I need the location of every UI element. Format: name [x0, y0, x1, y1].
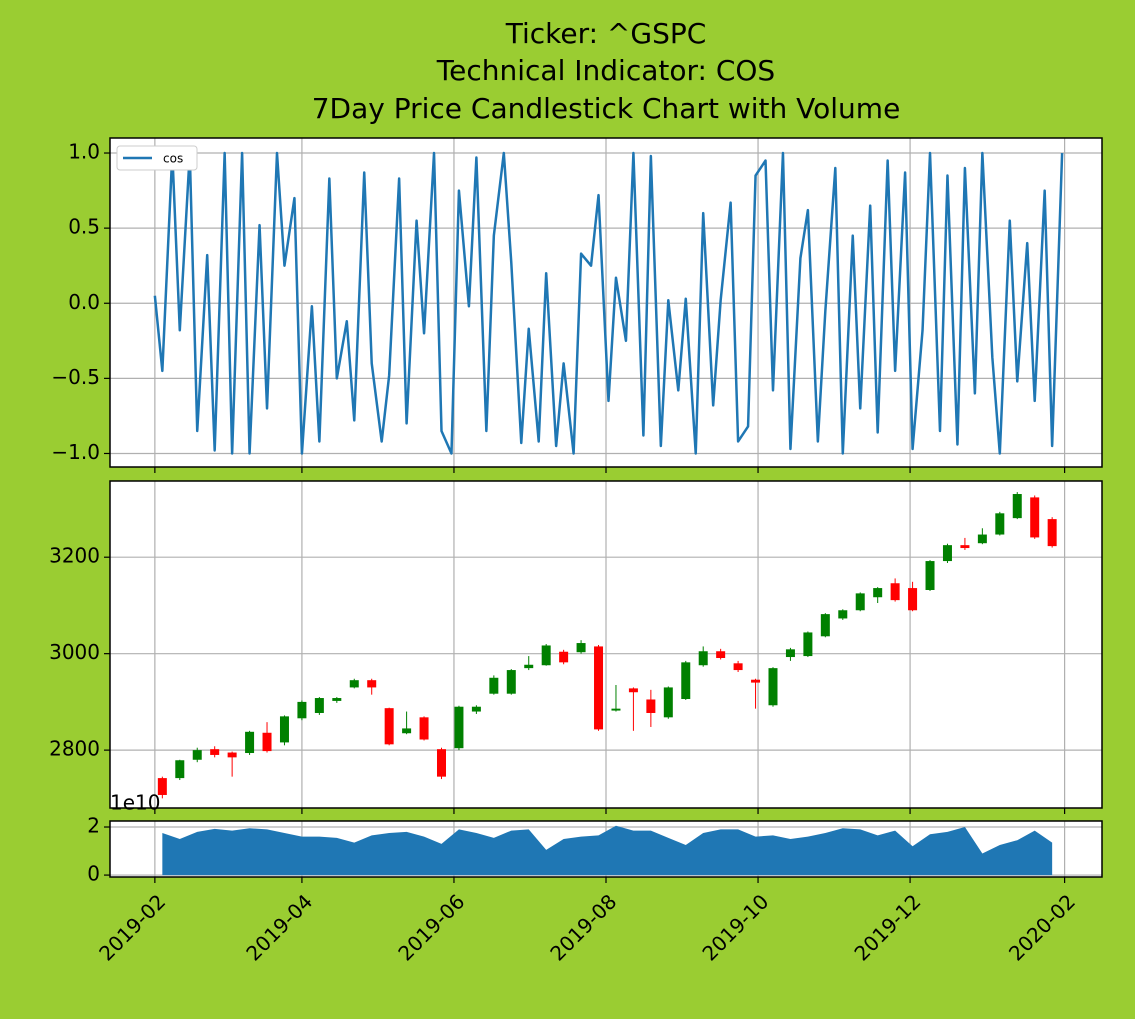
x-tick-label: 2019-02	[94, 889, 170, 965]
candle-body	[663, 687, 673, 718]
candle-body	[454, 706, 464, 749]
candle-body	[838, 610, 848, 619]
x-tick-label: 2020-02	[1004, 889, 1080, 965]
y-tick-label: 0.5	[68, 215, 100, 239]
candle-body	[489, 677, 499, 694]
title-line: Technical Indicator: COS	[436, 54, 775, 87]
candle-body	[402, 728, 412, 734]
axes-frame	[109, 480, 1103, 809]
candle-body	[698, 651, 708, 666]
y-tick-label: −1.0	[51, 440, 100, 464]
y-tick-label: 3200	[49, 544, 100, 568]
y-tick-label: 3000	[49, 640, 100, 664]
y-tick-label: −0.5	[51, 365, 100, 389]
candle-body	[646, 699, 656, 713]
candle-body	[157, 778, 167, 795]
candle-body	[733, 663, 743, 671]
candle-body	[908, 588, 918, 611]
candle-body	[559, 651, 569, 663]
y-tick-label: 0	[87, 862, 100, 886]
candle-body	[594, 646, 604, 730]
candle-body	[628, 688, 638, 693]
axes-frame	[109, 137, 1103, 468]
candle-body	[768, 668, 778, 706]
candle-body	[210, 749, 220, 755]
y-tick-label: 1.0	[68, 140, 100, 164]
candle-body	[349, 680, 359, 688]
candle-body	[297, 701, 307, 719]
candle-body	[942, 545, 952, 562]
candle-body	[751, 679, 761, 683]
cos-line	[153, 151, 1064, 455]
candle-body	[192, 750, 202, 760]
y-tick-label: 2	[87, 814, 100, 838]
candle-body	[977, 534, 987, 544]
candle-body	[175, 760, 185, 779]
candle-body	[227, 752, 237, 758]
candle-body	[384, 708, 394, 745]
candle-body	[681, 662, 691, 699]
candle-body	[785, 649, 795, 658]
candle-body	[890, 583, 900, 601]
candle-body	[506, 670, 516, 694]
title-line: Ticker: ^GSPC	[505, 17, 707, 50]
candle-body	[436, 749, 446, 777]
x-tick-label: 2019-10	[697, 889, 773, 965]
candle-body	[262, 732, 272, 752]
candle-body	[279, 716, 289, 743]
title-line: 7Day Price Candlestick Chart with Volume	[312, 92, 901, 125]
offset-label: 1e10	[110, 791, 160, 815]
candle-body	[803, 632, 813, 657]
candle-body	[1012, 494, 1022, 519]
candle-body	[332, 698, 342, 701]
y-tick-label: 2800	[49, 737, 100, 761]
candle-body	[1047, 519, 1057, 547]
volume-area	[162, 825, 1053, 876]
candle-body	[524, 664, 534, 669]
candle-body	[314, 698, 324, 713]
candle-body	[576, 643, 586, 653]
candle-body	[855, 593, 865, 611]
legend-box	[116, 145, 198, 171]
axes-frame	[109, 820, 1103, 878]
x-tick-label: 2019-06	[393, 889, 469, 965]
candle-body	[716, 651, 726, 659]
legend-label: cos	[163, 152, 183, 166]
legend: cos	[116, 145, 198, 171]
candle-body	[995, 513, 1005, 535]
x-tick-label: 2019-12	[849, 889, 925, 965]
x-tick-label: 2019-08	[545, 889, 621, 965]
candle-body	[245, 731, 255, 754]
candle-body	[925, 561, 935, 590]
candle-body	[367, 680, 377, 688]
candle-body	[820, 614, 830, 637]
candle-body	[1030, 497, 1040, 538]
candle-body	[873, 588, 883, 598]
candle-body	[611, 708, 621, 711]
candle-body	[960, 545, 970, 549]
candle-body	[471, 706, 481, 712]
y-tick-label: 0.0	[68, 290, 100, 314]
x-tick-label: 2019-04	[241, 889, 317, 965]
candle-body	[541, 645, 551, 666]
candle-body	[419, 717, 429, 740]
